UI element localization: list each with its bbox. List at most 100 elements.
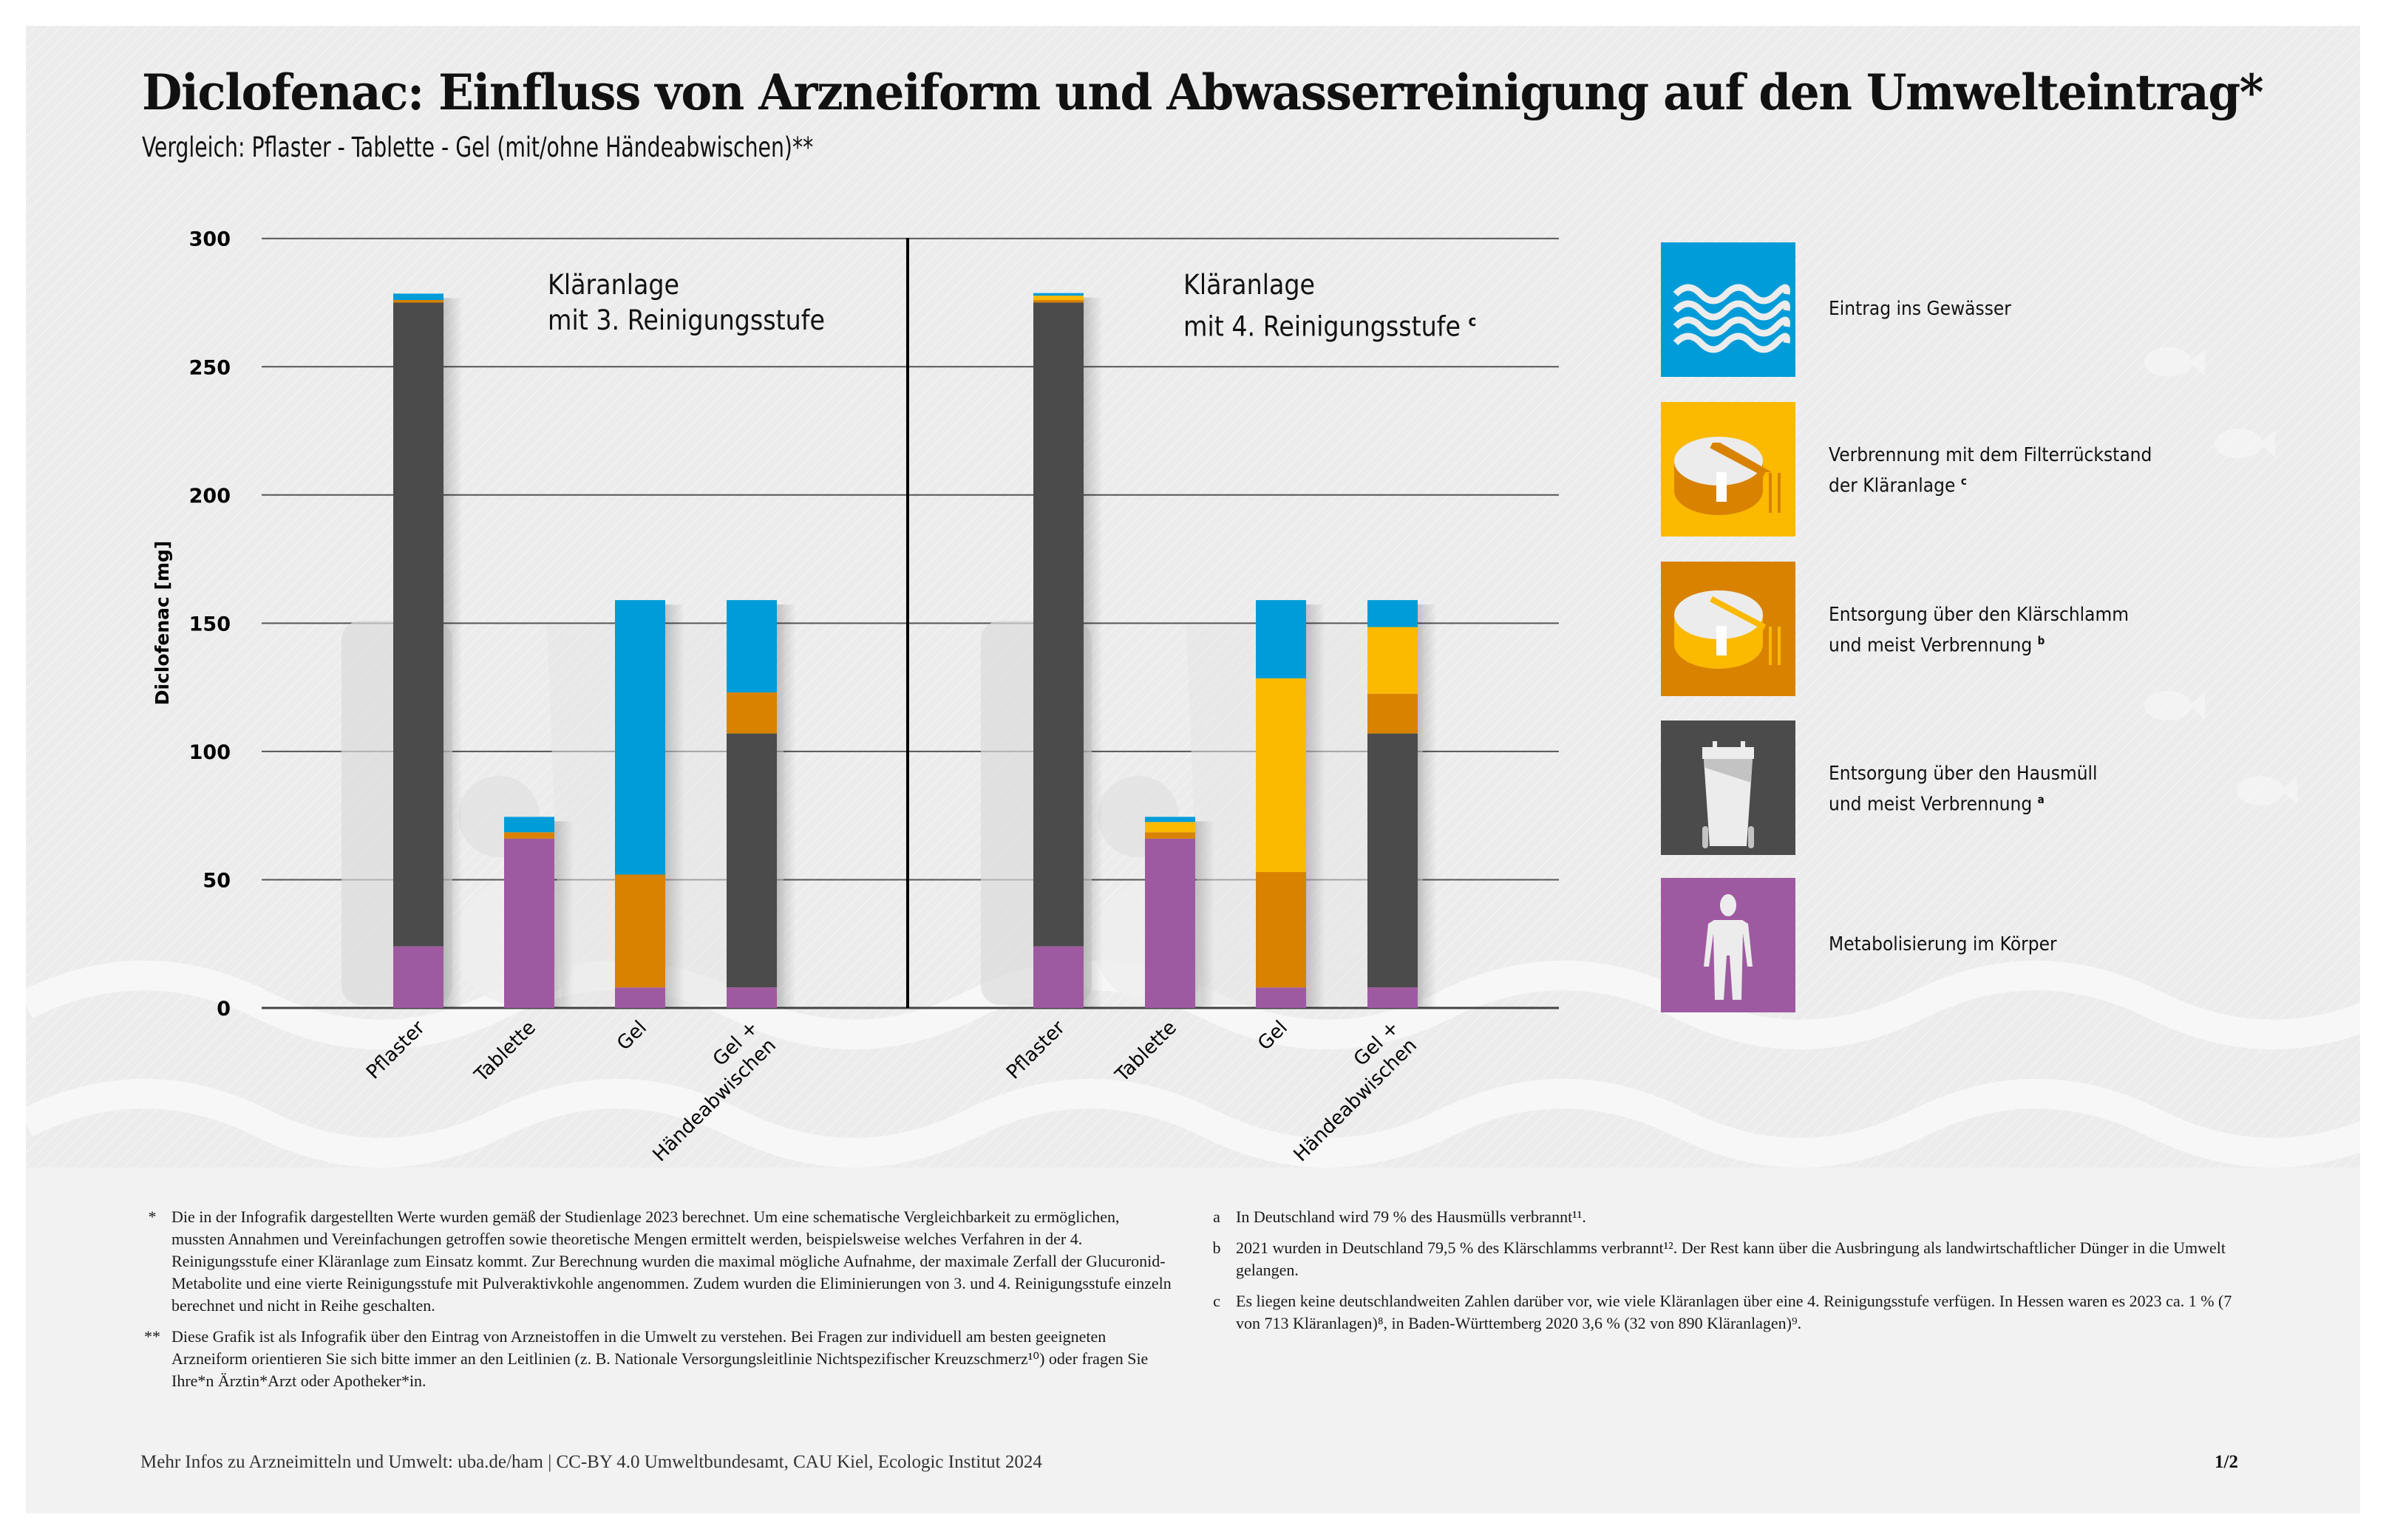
bar-segment-entsorgung-klaerschlamm [1256, 872, 1306, 988]
bar-segment-metabolisierung [1145, 838, 1195, 1008]
x-tick-label-line: Tablette [1111, 1017, 1181, 1087]
human-body-icon [1661, 878, 1795, 1012]
bar-segment-metabolisierung [393, 946, 443, 1008]
page-subtitle: Vergleich: Pflaster - Tablette - Gel (mi… [142, 132, 814, 163]
legend-item-metabolisierung: Metabolisierung im Körper [1661, 878, 2326, 1012]
bar-segment-eintrag-gewaesser [393, 293, 443, 301]
legend-item-verbrennung-filter: Verbrennung mit dem Filterrückstand der … [1661, 402, 2326, 536]
legend-text: und meist Verbrennung [1829, 634, 2033, 657]
bar-segment-eintrag-gewaesser [1256, 600, 1306, 678]
bar-segment-metabolisierung [615, 987, 665, 1008]
y-tick-label: 100 [189, 741, 231, 764]
bar-segment-entsorgung-klaerschlamm [1367, 693, 1418, 734]
footnote-marker: c [1468, 312, 1477, 330]
bar-segment-eintrag-gewaesser [1033, 293, 1084, 296]
legend-text: Entsorgung über den Klärschlamm [1829, 604, 2130, 626]
bar-segment-entsorgung-hausmuell [1367, 733, 1418, 988]
legend-text-line2: und meist Verbrennung b [1829, 628, 2129, 659]
x-tick-label-line: Pflaster [362, 1017, 429, 1084]
page-number: 1/2 [2215, 1452, 2238, 1472]
panel-label-line1: Kläranlage [548, 269, 679, 301]
x-tick-label-line: Pflaster [1002, 1017, 1070, 1084]
footnote: a In Deutschland wird 79 % des Hausmülls … [1203, 1206, 2238, 1228]
bar-segment-verbrennung-filter [1145, 822, 1195, 833]
legend-label: Eintrag ins Gewässer [1829, 296, 2011, 322]
bar-segment-entsorgung-hausmuell [727, 733, 777, 988]
y-tick-label: 250 [189, 356, 231, 379]
footnote-mark: b [1212, 1239, 1221, 1257]
legend-text: Entsorgung über den Hausmüll [1829, 763, 2098, 785]
fish-icon [2215, 429, 2275, 458]
x-tick-label: Gel +Händeabwischen [1290, 1017, 1421, 1166]
panel-label-line2: mit 4. Reinigungsstufe c [1183, 303, 1476, 344]
x-tick-label: Gel [1254, 1017, 1292, 1055]
clarifier-tank-icon [1661, 402, 1795, 536]
bar-segment-entsorgung-klaerschlamm [727, 692, 777, 734]
x-tick-label-line: Tablette [470, 1017, 540, 1087]
legend-text-line2: und meist Verbrennung a [1829, 787, 2098, 818]
y-tick-label: 0 [217, 998, 231, 1021]
bar-segment-entsorgung-klaerschlamm [615, 874, 665, 988]
footnote-text: Diese Grafik ist als Infografik über den… [171, 1327, 1149, 1390]
legend-item-entsorgung-hausmuell: Entsorgung über den Hausmüll und meist V… [1661, 720, 2326, 855]
legend-item-eintrag-gewaesser: Eintrag ins Gewässer [1661, 242, 2326, 377]
bar-shadow [1084, 297, 1103, 1008]
waste-bin-icon [1661, 720, 1795, 855]
footnote: b 2021 wurden in Deutschland 79,5 % des K… [1203, 1237, 2238, 1281]
footnote-text: 2021 wurden in Deutschland 79,5 % des Kl… [1236, 1239, 2226, 1279]
bar-segment-entsorgung-klaerschlamm [1145, 832, 1195, 839]
page-title: Diclofenac: Einfluss von Arzneiform und … [142, 64, 2264, 121]
footnote-text: Es liegen keine deutschlandweiten Zahlen… [1236, 1292, 2232, 1332]
x-tick-label: Gel [613, 1017, 651, 1055]
bar-segment-entsorgung-klaerschlamm [504, 832, 554, 839]
x-tick-label: Pflaster [1002, 1017, 1070, 1084]
panel-label-line2: mit 3. Reinigungsstufe [548, 303, 825, 338]
footnote-marker: b [2037, 634, 2045, 647]
bar-segment-entsorgung-klaerschlamm [393, 300, 443, 303]
x-tick-label: Gel +Händeabwischen [649, 1017, 781, 1166]
source-credit: Mehr Infos zu Arzneimitteln und Umwelt: … [140, 1452, 1042, 1472]
bar-shadow [443, 298, 463, 1008]
bar-segment-eintrag-gewaesser [504, 817, 554, 833]
bar-shadow [665, 604, 684, 1008]
footnote: c Es liegen keine deutschlandweiten Zahle… [1203, 1290, 2238, 1335]
footer-panel [26, 1168, 2360, 1513]
fish-icon [2144, 691, 2205, 720]
bar-segment-verbrennung-filter [1256, 678, 1306, 873]
bar-shadow [1195, 821, 1214, 1008]
panel-label-text: mit 4. Reinigungsstufe [1183, 310, 1461, 343]
legend-text: Metabolisierung im Körper [1829, 933, 2057, 955]
legend-text: Verbrennung mit dem Filterrückstand [1829, 444, 2152, 466]
footnotes-left: * Die in der Infografik dargestellten Wer… [139, 1206, 1174, 1401]
water-waves-icon [1661, 242, 1795, 377]
legend-label: Entsorgung über den Klärschlamm und meis… [1829, 602, 2129, 659]
y-axis-label: Diclofenac [mg] [152, 541, 173, 706]
footnote-mark: a [1213, 1207, 1220, 1226]
legend-text: und meist Verbrennung [1829, 793, 2033, 816]
footnote-mark: c [1213, 1292, 1220, 1310]
x-tick-label: Tablette [1111, 1017, 1181, 1087]
panel-label-line1: Kläranlage [1183, 269, 1315, 301]
footnote-text: In Deutschland wird 79 % des Hausmülls v… [1236, 1207, 1586, 1226]
y-tick-label: 300 [189, 228, 231, 251]
footnote-mark: * [148, 1207, 157, 1226]
bar-shadow [777, 604, 796, 1008]
bar-segment-entsorgung-klaerschlamm [1033, 300, 1084, 303]
footnote-text: Die in der Infografik dargestellten Wert… [171, 1207, 1172, 1315]
bar-segment-verbrennung-filter [1367, 627, 1418, 694]
legend-label: Entsorgung über den Hausmüll und meist V… [1829, 761, 2098, 818]
bar-segment-metabolisierung [1033, 946, 1084, 1008]
footnote-mark: ** [144, 1327, 160, 1346]
fish-icon [2237, 776, 2297, 805]
bar-shadow [1418, 604, 1437, 1008]
x-tick-label-line: Gel [1254, 1017, 1292, 1055]
legend-item-entsorgung-klaerschlamm: Entsorgung über den Klärschlamm und meis… [1661, 562, 2326, 696]
x-tick-label: Tablette [470, 1017, 540, 1087]
y-tick-label: 150 [189, 613, 231, 636]
legend-text: der Kläranlage [1829, 474, 1956, 497]
y-tick-label: 50 [203, 869, 231, 892]
bar-segment-metabolisierung [727, 987, 777, 1008]
bar-shadow [1306, 604, 1325, 1008]
panel-label-3rd-stage: Kläranlage mit 3. Reinigungsstufe [548, 268, 825, 338]
